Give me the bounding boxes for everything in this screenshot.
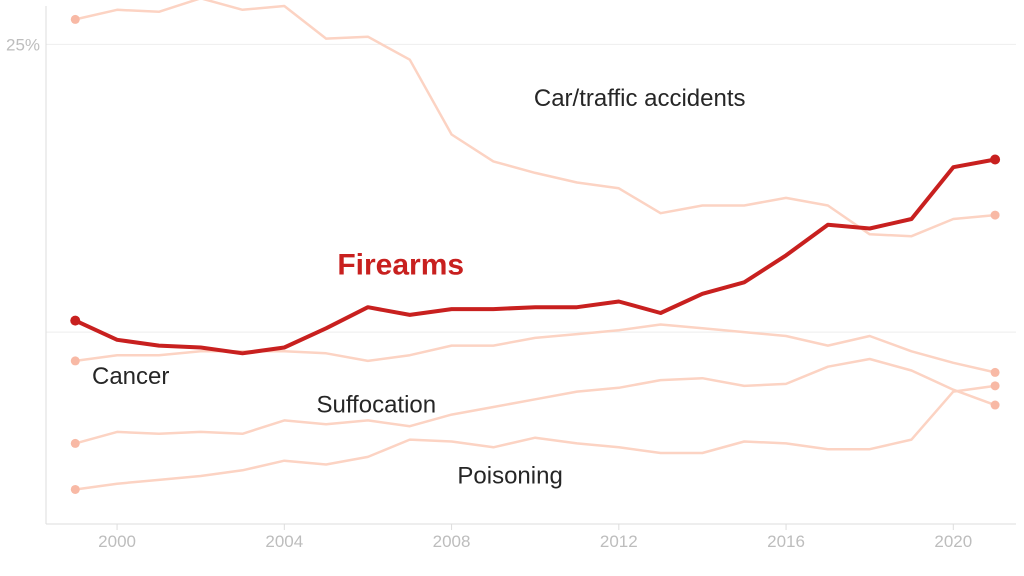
- start-point-car-traffic-accidents: [70, 14, 80, 24]
- y-tick-label: 25%: [6, 35, 40, 54]
- series-label-poisoning: Poisoning: [457, 463, 562, 490]
- start-point-suffocation: [70, 438, 80, 448]
- series-label-cancer: Cancer: [92, 363, 169, 390]
- start-point-cancer: [70, 356, 80, 366]
- series-line-suffocation: [74, 357, 997, 445]
- start-point-firearms: [70, 315, 81, 326]
- x-tick-label: 2004: [265, 532, 303, 551]
- end-point-firearms: [990, 154, 1001, 165]
- series-lines: [70, 0, 1001, 494]
- series-labels: Car/traffic accidents Firearms Cancer Suffo…: [92, 85, 746, 490]
- end-point-car-traffic-accidents: [990, 210, 1000, 220]
- end-point-poisoning: [990, 381, 1000, 391]
- series-line-firearms: [73, 157, 998, 356]
- series-label-suffocation: Suffocation: [316, 392, 436, 419]
- series-line-car-traffic-accidents: [74, 0, 997, 238]
- x-tick-label: 2000: [98, 532, 136, 551]
- start-point-poisoning: [70, 484, 80, 494]
- end-point-suffocation: [990, 400, 1000, 410]
- grid-layer: [46, 43, 1016, 333]
- x-tick-label: 2012: [600, 532, 638, 551]
- series-line-poisoning: [74, 384, 997, 491]
- series-label-car-traffic-accidents: Car/traffic accidents: [534, 85, 746, 112]
- x-tick-label: 2020: [934, 532, 972, 551]
- x-tick-label: 2008: [433, 532, 471, 551]
- series-label-firearms: Firearms: [337, 249, 464, 282]
- x-tick-label: 2016: [767, 532, 805, 551]
- axis-layer: 25% 2000 2004 2008 2012 2016 2020: [6, 6, 1016, 551]
- end-point-cancer: [990, 367, 1000, 377]
